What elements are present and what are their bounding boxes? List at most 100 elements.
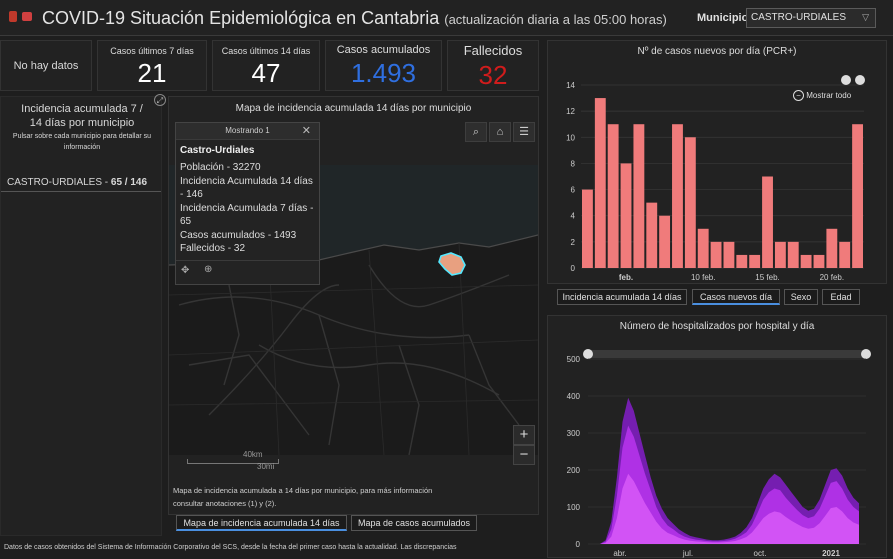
page-subtitle: (actualización diaria a las 05:00 horas): [444, 12, 667, 27]
kpi-cases-14-days: Casos últimos 14 días 47: [212, 40, 320, 91]
area-series: [600, 425, 859, 544]
bar: [762, 176, 773, 268]
x-tick-label: abr.: [613, 549, 626, 558]
scs-logo-icon: [22, 12, 32, 21]
app-header: COVID-19 Situación Epidemiológica en Can…: [0, 0, 893, 36]
range-slider-track: [588, 350, 866, 358]
bar: [582, 189, 593, 268]
tab-sex[interactable]: Sexo: [784, 289, 818, 305]
y-tick-label: 400: [567, 392, 581, 401]
feature-popup: Mostrando 1 ✕ Castro-Urdiales Población -…: [175, 122, 320, 285]
kpi-label: Casos últimos 14 días: [221, 46, 311, 56]
bar: [620, 163, 632, 268]
tab-cases-map[interactable]: Mapa de casos acumulados: [351, 515, 477, 531]
popup-title: Castro-Urdiales: [180, 145, 255, 156]
zoom-out-button[interactable]: −: [513, 445, 535, 465]
y-tick-label: 0: [576, 540, 581, 549]
kpi-value: 47: [251, 58, 281, 88]
map-caption: Mapa de incidencia acumulada a 14 días p…: [173, 486, 433, 508]
footer-note: Datos de casos obtenidos del Sistema de …: [4, 544, 457, 551]
range-handle-right: [855, 75, 865, 85]
area-series: [600, 473, 859, 544]
x-tick-label: 2021: [822, 549, 840, 558]
x-tick-label: 20 feb.: [820, 273, 844, 282]
road-network: [178, 264, 520, 455]
bar: [839, 241, 851, 268]
zoom-in-button[interactable]: +: [513, 425, 535, 445]
expand-icon[interactable]: ⤢: [154, 94, 166, 106]
bar: [749, 254, 761, 268]
x-tick-label: 15 feb.: [755, 273, 779, 282]
bar: [594, 98, 606, 268]
scale-bar: 40km 30mi: [187, 450, 279, 472]
y-tick-label: 300: [567, 429, 581, 438]
bar: [697, 228, 709, 268]
tab-incidence-map[interactable]: Mapa de incidencia acumulada 14 días: [176, 515, 347, 531]
kpi-label: Casos últimos 7 días: [110, 46, 194, 56]
no-data-card: No hay datos: [0, 40, 92, 91]
bar: [826, 228, 838, 268]
y-tick-label: 200: [567, 466, 581, 475]
tab-age[interactable]: Edad: [822, 289, 860, 305]
bar: [710, 241, 722, 268]
kpi-deaths: Fallecidos 32: [447, 40, 539, 91]
hosp-chart-title: Número de hospitalizados por hospital y …: [619, 321, 815, 332]
y-tick-label: 6: [571, 186, 576, 195]
search-icon[interactable]: ⌕: [465, 122, 487, 142]
x-tick-label: feb.: [619, 273, 633, 282]
bar: [659, 215, 671, 268]
zoom-out-icon: −: [793, 90, 804, 101]
chevron-down-icon: ▽: [862, 12, 869, 22]
y-tick-label: 10: [566, 133, 575, 142]
castro-urdiales-highlight: [438, 252, 466, 276]
tab-daily-cases[interactable]: Casos nuevos día: [692, 289, 780, 305]
popup-line-deaths: Fallecidos - 32: [180, 243, 246, 254]
y-tick-label: 14: [566, 81, 575, 90]
tab-incidence-14[interactable]: Incidencia acumulada 14 días: [557, 289, 687, 305]
incidence-map-panel: Mapa de incidencia acumulada 14 días por…: [168, 96, 539, 515]
bar: [800, 254, 812, 268]
x-tick-label: oct.: [754, 549, 767, 558]
bar: [646, 202, 658, 268]
move-icon[interactable]: ✥: [181, 265, 190, 276]
popup-line-accumulated: Casos acumulados - 1493: [180, 229, 297, 241]
daily-cases-panel: Nº de casos nuevos por día (PCR+) − Most…: [547, 40, 887, 284]
popup-count: Mostrando 1: [225, 126, 270, 135]
incidence-list-title: Incidencia acumulada 7 / 14 días por mun…: [21, 103, 143, 129]
home-icon[interactable]: ⌂: [489, 122, 511, 142]
scale-line: [187, 459, 279, 464]
bar: [774, 241, 786, 268]
list-item[interactable]: CASTRO-URDIALES - 65 / 146: [7, 177, 159, 188]
x-tick-label: 10 feb.: [691, 273, 715, 282]
bar: [607, 124, 619, 268]
municipio-incidence: 65 / 146: [110, 177, 148, 188]
list-icon[interactable]: ☰: [513, 122, 535, 142]
kpi-label: Casos acumulados: [336, 44, 431, 56]
kpi-label: Fallecidos: [463, 43, 523, 58]
popup-line-incidence-7: Incidencia Acumulada 7 días - 65: [180, 202, 314, 228]
minus-icon: −: [519, 446, 529, 463]
hospitalized-panel: Número de hospitalizados por hospital y …: [547, 315, 887, 558]
municipio-select[interactable]: CASTRO-URDIALES ▽: [746, 8, 876, 28]
bar: [813, 254, 825, 268]
incidence-list-panel: Incidencia acumulada 7 / 14 días por mun…: [0, 96, 162, 536]
show-all-label: Mostrar todo: [806, 91, 852, 100]
kpi-cases-7-days: Casos últimos 7 días 21: [97, 40, 207, 91]
hospitalized-chart: 0 100 200 300 400 500 abr. jul. oct. 2021: [567, 349, 871, 558]
kpi-value: 1.493: [350, 58, 417, 88]
popup-header: Mostrando 1 ✕: [176, 123, 319, 140]
municipio-label: Municipio: [697, 12, 749, 24]
popup-line-incidence-14: Incidencia Acumulada 14 días - 146: [180, 175, 313, 201]
kpi-value: 21: [137, 58, 167, 88]
plus-icon: +: [519, 426, 529, 443]
zoom-select-icon[interactable]: ⊕: [204, 264, 213, 275]
y-tick-label: 0: [571, 264, 576, 273]
x-tick-label: jul.: [682, 549, 693, 558]
map-title: Mapa de incidencia acumulada 14 días por…: [235, 103, 472, 114]
close-icon[interactable]: ✕: [301, 125, 311, 137]
no-data-text: No hay datos: [13, 60, 79, 72]
bar: [723, 241, 735, 268]
show-all-button[interactable]: − Mostrar todo: [793, 90, 851, 101]
bar: [787, 241, 799, 268]
y-tick-label: 8: [571, 159, 576, 168]
